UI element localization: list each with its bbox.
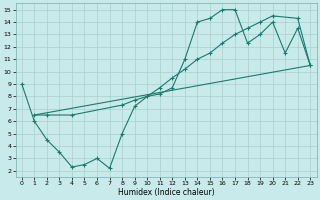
X-axis label: Humidex (Indice chaleur): Humidex (Indice chaleur) [118, 188, 214, 197]
